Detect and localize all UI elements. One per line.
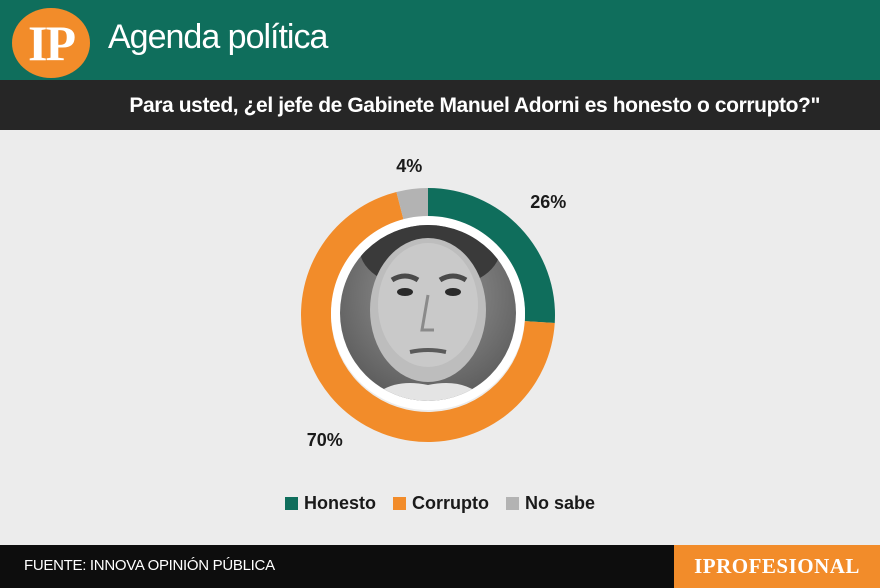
legend-label-corrupto: Corrupto [411,493,489,513]
section-title: Agenda política [108,18,328,56]
chart-area: 26% 70% 4% Honesto Corrupto No sabe [0,130,880,545]
ip-logo: IP [12,8,90,78]
legend-item-corrupto: Corrupto [392,493,489,514]
legend-item-honesto: Honesto [284,493,376,514]
source-note: FUENTE: INNOVA OPINIÓN PÚBLICA [24,557,275,574]
footer-bar: FUENTE: INNOVA OPINIÓN PÚBLICA IPROFESIO… [0,545,880,588]
legend-swatch-corrupto [392,497,406,510]
header-bar: IP Agenda política [0,0,880,80]
data-label-honesto: 26% [530,192,566,212]
legend-item-no-sabe: No sabe [505,493,596,514]
brand-box: IPROFESIONAL [674,545,880,588]
legend-swatch-no-sabe [505,497,519,510]
portrait-photo [340,225,516,401]
question-bar: Para usted, ¿el jefe de Gabinete Manuel … [0,80,880,130]
chart-legend: Honesto Corrupto No sabe [0,493,880,514]
legend-label-no-sabe: No sabe [524,493,596,513]
donut-slice-no-sabe [396,188,428,222]
data-label-no-sabe: 4% [396,156,422,176]
chart-title: Para usted, ¿el jefe de Gabinete Manuel … [129,94,820,117]
legend-swatch-honesto [284,497,298,510]
legend-label-honesto: Honesto [303,493,376,513]
data-label-corrupto: 70% [307,430,343,450]
donut-chart: 26% 70% 4% [301,156,566,450]
brand-logo: IPROFESIONAL [694,554,860,578]
